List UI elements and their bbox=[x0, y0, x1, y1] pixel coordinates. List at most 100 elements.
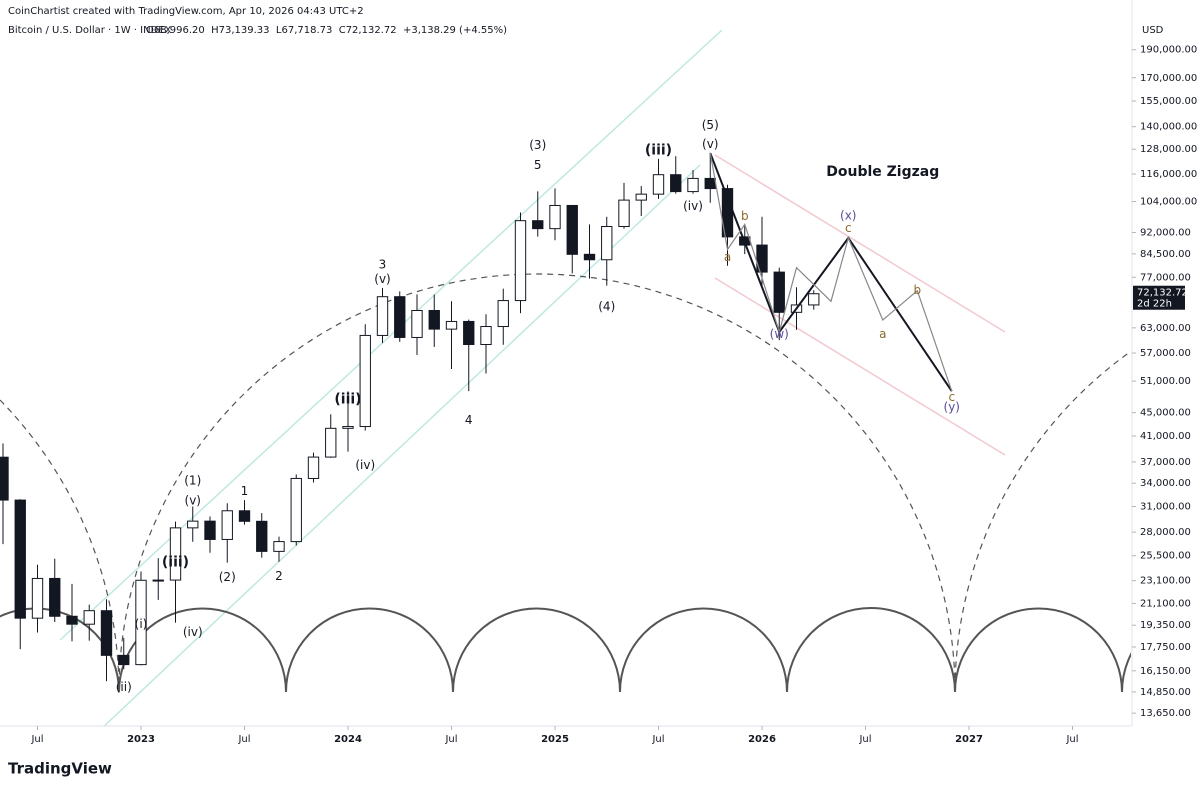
x-tick-label: 2024 bbox=[334, 734, 362, 745]
wave-label: (iv) bbox=[355, 458, 375, 472]
cycle-arc-dashed bbox=[0, 273, 1131, 693]
candle-body bbox=[238, 510, 251, 522]
ohlc: O68,996.20 H73,139.33 L67,718.73 C72,132… bbox=[146, 25, 507, 36]
channel-line bbox=[714, 154, 1006, 333]
candle-body bbox=[445, 320, 458, 330]
candle-body bbox=[118, 654, 130, 666]
wave-label: (iv) bbox=[683, 199, 703, 213]
candle-body bbox=[135, 579, 147, 666]
candle-body bbox=[152, 579, 164, 582]
candle-body bbox=[670, 174, 682, 193]
candle-body bbox=[273, 541, 285, 552]
candle-body bbox=[325, 427, 337, 458]
y-tick-label: 92,000.00 bbox=[1140, 227, 1191, 238]
wave-label: (v) bbox=[374, 272, 390, 286]
candle-body bbox=[411, 309, 423, 338]
wave-label: 2 bbox=[275, 569, 283, 583]
candle-body bbox=[773, 271, 785, 313]
wave-label: c bbox=[948, 390, 955, 404]
wave-label: (3) bbox=[529, 138, 546, 152]
candle-body bbox=[49, 577, 61, 617]
candle-body bbox=[428, 309, 440, 330]
credit: CoinChartist created with TradingView.co… bbox=[8, 6, 364, 17]
candle-body bbox=[83, 610, 95, 625]
y-tick-label: 34,000.00 bbox=[1140, 478, 1191, 489]
candle-body bbox=[221, 510, 233, 540]
candle-body bbox=[394, 296, 406, 338]
x-tick-label: Jul bbox=[444, 734, 457, 745]
wave-label: (v) bbox=[185, 493, 201, 507]
candle-body bbox=[635, 193, 647, 201]
y-tick-label: 25,500.00 bbox=[1140, 551, 1191, 562]
last-price-label: 72,132.72 bbox=[1137, 288, 1188, 299]
wave-label: (y) bbox=[944, 400, 960, 414]
countdown: 2d 22h bbox=[1137, 299, 1172, 310]
candle-body bbox=[14, 499, 26, 619]
candle-body bbox=[497, 300, 509, 328]
wave-label: (iii) bbox=[162, 555, 189, 571]
candle-body bbox=[256, 520, 268, 552]
y-tick-label: 63,000.00 bbox=[1140, 323, 1191, 334]
candle-body bbox=[566, 204, 578, 255]
x-tick-label: 2023 bbox=[127, 734, 155, 745]
channel-line bbox=[59, 29, 723, 641]
wave-label: (5) bbox=[702, 118, 719, 132]
y-tick-label: 57,000.00 bbox=[1140, 348, 1191, 359]
y-tick-label: 41,000.00 bbox=[1140, 431, 1191, 442]
x-tick-label: 2025 bbox=[541, 734, 569, 745]
candle-body bbox=[514, 220, 527, 302]
wave-label: 1 bbox=[241, 484, 249, 498]
y-tick-label: 23,100.00 bbox=[1140, 576, 1191, 587]
drawings bbox=[0, 29, 1131, 726]
y-tick-label: 170,000.00 bbox=[1140, 73, 1197, 84]
wave-label: (iii) bbox=[334, 392, 361, 408]
wave-label: (iii) bbox=[645, 143, 672, 159]
candle-body bbox=[532, 220, 544, 230]
y-tick-label: 77,000.00 bbox=[1140, 272, 1191, 283]
y-tick-label: 19,350.00 bbox=[1140, 620, 1191, 631]
wave-label: (2) bbox=[219, 570, 236, 584]
channel-line bbox=[103, 164, 701, 726]
y-tick-label: 37,000.00 bbox=[1140, 457, 1191, 468]
wave-label: 3 bbox=[379, 257, 387, 271]
symbol: Bitcoin / U.S. Dollar · 1W · INDEX bbox=[8, 25, 172, 36]
candle-body bbox=[204, 520, 216, 540]
wave-label: b bbox=[741, 209, 749, 223]
y-tick-label: 155,000.00 bbox=[1140, 96, 1197, 107]
wave-label: 5 bbox=[534, 158, 542, 172]
wave-label: (1) bbox=[184, 474, 201, 488]
wave-label: (ii) bbox=[116, 680, 132, 694]
y-tick-label: 190,000.00 bbox=[1140, 45, 1197, 56]
y-tick-label: 16,150.00 bbox=[1140, 666, 1191, 677]
currency: USD bbox=[1142, 25, 1164, 36]
brand: TradingView bbox=[8, 760, 112, 778]
wave-label: Double Zigzag bbox=[826, 164, 939, 180]
x-tick-label: Jul bbox=[651, 734, 664, 745]
candle-body bbox=[687, 177, 699, 193]
candle-body bbox=[601, 225, 613, 261]
wave-label: (4) bbox=[598, 299, 615, 313]
candle-body bbox=[618, 199, 630, 227]
cycle-arcs bbox=[0, 607, 1131, 693]
candle-body bbox=[376, 296, 389, 336]
last-price-tag bbox=[1133, 285, 1185, 310]
candle-body bbox=[100, 610, 113, 656]
y-tick-label: 140,000.00 bbox=[1140, 122, 1197, 133]
x-tick-label: Jul bbox=[858, 734, 871, 745]
x-tick-label: 2026 bbox=[748, 734, 776, 745]
channel-line bbox=[714, 277, 1006, 456]
candle-body bbox=[549, 204, 561, 230]
y-tick-label: 84,500.00 bbox=[1140, 249, 1191, 260]
candle-body bbox=[652, 174, 665, 195]
x-tick-label: Jul bbox=[1065, 734, 1078, 745]
x-tick-label: Jul bbox=[30, 734, 43, 745]
candle-body bbox=[169, 527, 182, 581]
y-tick-label: 13,650.00 bbox=[1140, 708, 1191, 719]
wave-label: (w) bbox=[770, 327, 789, 341]
candle-body bbox=[187, 520, 199, 529]
candle-body bbox=[480, 326, 492, 345]
y-tick-label: 45,000.00 bbox=[1140, 408, 1191, 419]
candle-body bbox=[31, 577, 44, 619]
candle-body bbox=[0, 456, 9, 501]
candle-body bbox=[66, 615, 78, 625]
